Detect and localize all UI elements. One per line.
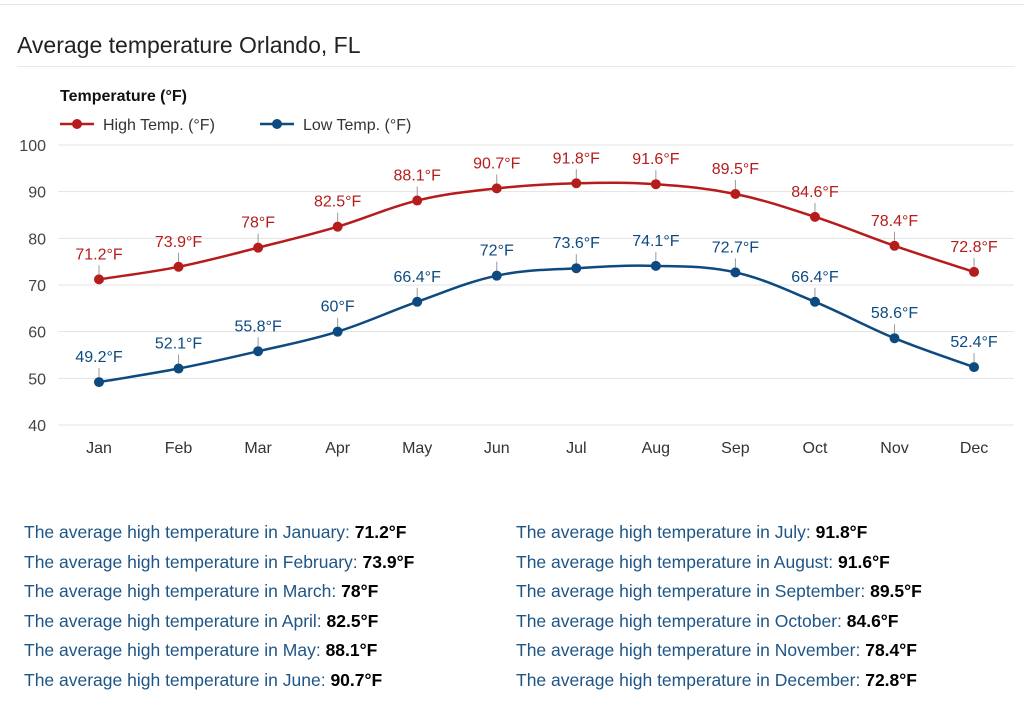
data-label: 91.8°F [553, 150, 601, 167]
low-temp-point [332, 326, 343, 337]
x-tick-label: Nov [880, 440, 908, 457]
temperature-chart: 100 90 80 70 60 50 40 Jan Feb Mar Apr May Jun Jul Aug S… [19, 88, 1014, 457]
y-tick-label: 50 [28, 371, 46, 388]
data-label: 52.1°F [155, 336, 203, 353]
high-temp-point [969, 266, 980, 277]
data-label: 72°F [480, 243, 514, 260]
page-title: Average temperature Orlando, FL [17, 32, 361, 58]
y-tick-label: 40 [28, 418, 46, 435]
high-temp-point [173, 261, 184, 272]
summary-row: The average high temperature in December… [516, 669, 917, 690]
data-label: 84.6°F [791, 184, 839, 201]
summary-list-right: The average high temperature in July: 91… [516, 518, 922, 696]
data-label: 52.4°F [950, 334, 998, 351]
data-label: 58.6°F [871, 305, 919, 322]
high-temp-point [491, 183, 502, 194]
summary-row: The average high temperature in October:… [516, 610, 899, 631]
summary-row: The average high temperature in January:… [24, 522, 407, 542]
title-divider [17, 66, 1015, 67]
x-tick-label: Dec [960, 440, 988, 457]
data-label: 66.4°F [791, 269, 839, 286]
legend-entry: High Temp. (°F) [103, 117, 215, 134]
summary-list-left: The average high temperature in January:… [24, 518, 414, 696]
x-tick-label: May [402, 440, 432, 457]
data-label: 73.6°F [553, 235, 601, 252]
high-temp-point [94, 274, 104, 285]
summary-row: The average high temperature in March: 7… [24, 581, 379, 602]
data-label: 55.8°F [234, 318, 282, 335]
data-label: 66.4°F [394, 269, 442, 286]
data-label: 73.9°F [155, 234, 203, 251]
y-tick-label: 60 [28, 325, 46, 342]
high-temp-line [98, 181, 975, 281]
high-temp-point [332, 221, 343, 232]
x-tick-label: Aug [642, 440, 670, 457]
low-temp-point [889, 333, 900, 344]
high-temp-point [253, 242, 264, 253]
x-tick-label: Mar [244, 440, 272, 457]
data-label: 60°F [321, 299, 355, 316]
top-divider [0, 4, 1024, 5]
x-tick-label: Jul [566, 440, 586, 457]
high-temp-point [809, 211, 820, 222]
summary-row: The average high temperature in February… [24, 551, 415, 572]
summary-row: The average high temperature in May: 88.… [24, 640, 378, 661]
data-label: 91.6°F [632, 151, 680, 168]
low-temp-point [94, 377, 104, 388]
low-temp-line [98, 264, 975, 384]
summary-row: The average high temperature in July: 91… [516, 522, 868, 542]
low-temp-point [173, 363, 184, 374]
summary-row: The average high temperature in Septembe… [516, 581, 922, 602]
summary-row: The average high temperature in June: 90… [24, 669, 383, 690]
x-tick-label: Feb [165, 440, 193, 457]
low-temp-point [730, 267, 741, 278]
low-temp-point [412, 296, 423, 307]
data-label: 72.8°F [950, 239, 998, 256]
data-label: 49.2°F [75, 349, 123, 366]
y-tick-label: 80 [28, 231, 46, 248]
data-label: 88.1°F [394, 168, 442, 185]
data-label: 89.5°F [712, 161, 760, 178]
low-temp-point [253, 346, 264, 357]
data-label: 72.7°F [712, 239, 760, 256]
low-temp-point [491, 270, 502, 281]
summary-row: The average high temperature in November… [516, 640, 917, 661]
high-temp-point [650, 179, 661, 190]
summary-row: The average high temperature in August: … [516, 551, 890, 572]
x-tick-label: Sep [721, 440, 750, 457]
high-temp-point [730, 189, 741, 199]
legend-swatch-marker [72, 119, 82, 129]
data-label: 90.7°F [473, 155, 521, 172]
x-tick-label: Oct [803, 440, 828, 457]
data-label: 78.4°F [871, 213, 919, 230]
y-axis-title: Temperature (°F) [60, 88, 187, 105]
legend-entry: Low Temp. (°F) [303, 117, 411, 134]
y-tick-label: 90 [28, 185, 46, 202]
y-tick-label: 70 [28, 278, 46, 295]
x-tick-label: Jun [484, 440, 510, 457]
summary-row: The average high temperature in April: 8… [24, 610, 379, 631]
data-label: 74.1°F [632, 233, 680, 250]
data-label: 71.2°F [75, 246, 123, 263]
x-tick-label: Apr [325, 440, 351, 457]
low-temp-point [969, 362, 980, 373]
x-tick-label: Jan [86, 440, 112, 457]
high-temp-point [889, 240, 900, 251]
high-temp-point [571, 178, 582, 189]
low-temp-point [650, 260, 661, 271]
high-temp-point [412, 195, 423, 206]
legend-swatch-marker [272, 119, 282, 129]
data-label: 78°F [241, 215, 275, 232]
data-label: 82.5°F [314, 194, 362, 211]
y-tick-label: 100 [19, 138, 46, 155]
low-temp-point [571, 263, 582, 274]
low-temp-point [809, 296, 820, 307]
